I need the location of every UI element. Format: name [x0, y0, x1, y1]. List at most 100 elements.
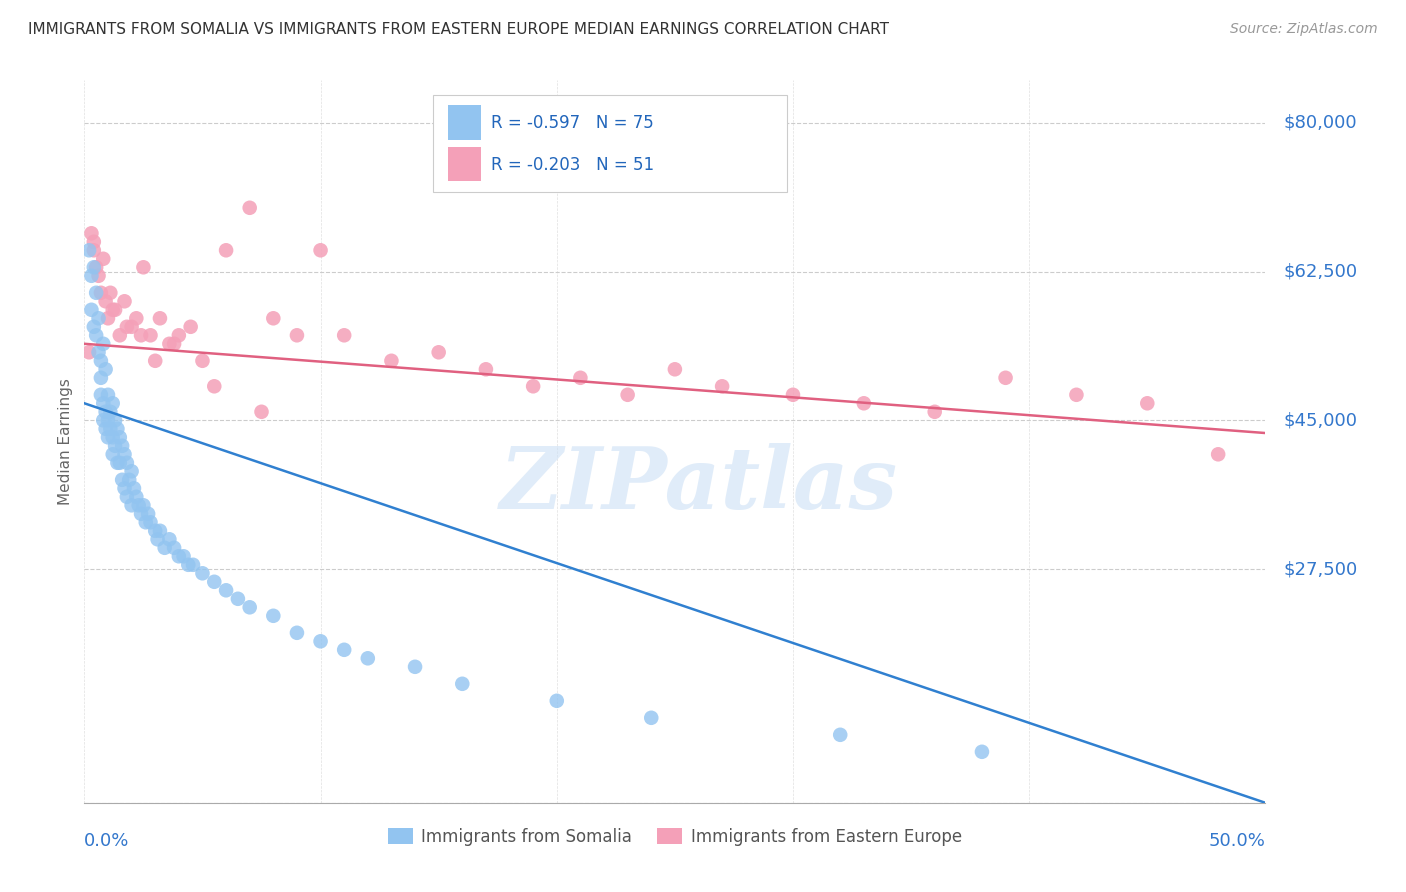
Point [309, 634, 332, 648]
Text: $45,000: $45,000 [1284, 411, 1357, 429]
Point [97, 311, 120, 326]
Point [226, 591, 249, 606]
Point [181, 558, 204, 572]
Point [83, 235, 105, 249]
Point [664, 362, 686, 376]
Y-axis label: Median Earnings: Median Earnings [58, 378, 73, 505]
Point [87, 268, 110, 283]
Point [121, 498, 143, 512]
Point [830, 728, 852, 742]
Point [94, 294, 117, 309]
Point [616, 388, 638, 402]
Point [98, 285, 121, 300]
Point [104, 413, 127, 427]
Point [111, 473, 134, 487]
Text: R = -0.597   N = 75: R = -0.597 N = 75 [491, 114, 654, 132]
Point [711, 379, 734, 393]
Point [90, 388, 112, 402]
Point [122, 481, 145, 495]
Point [135, 516, 157, 530]
Point [153, 541, 176, 555]
Point [115, 490, 138, 504]
Point [121, 464, 143, 478]
Point [173, 549, 195, 564]
Point [115, 456, 138, 470]
Point [139, 516, 162, 530]
Point [191, 566, 214, 581]
Point [167, 328, 190, 343]
Point [215, 583, 238, 598]
Point [97, 388, 120, 402]
Point [994, 371, 1017, 385]
Point [239, 201, 262, 215]
Point [83, 260, 105, 275]
Point [970, 745, 993, 759]
Point [87, 345, 110, 359]
Point [83, 319, 105, 334]
Point [404, 660, 426, 674]
Point [118, 473, 141, 487]
Point [132, 260, 155, 275]
Point [84, 328, 107, 343]
Point [94, 362, 117, 376]
Point [101, 447, 124, 461]
Bar [449, 147, 481, 181]
Point [94, 405, 117, 419]
Point [782, 388, 804, 402]
Point [108, 328, 131, 343]
Point [108, 456, 131, 470]
Point [239, 600, 262, 615]
Point [262, 608, 284, 623]
Point [357, 651, 380, 665]
Point [569, 371, 592, 385]
Point [202, 574, 225, 589]
Point [143, 524, 166, 538]
Point [84, 260, 107, 275]
Text: 50.0%: 50.0% [1209, 831, 1265, 850]
Point [90, 285, 112, 300]
Point [285, 625, 308, 640]
Point [180, 319, 202, 334]
Point [475, 362, 498, 376]
Point [114, 447, 136, 461]
Point [149, 524, 172, 538]
Point [121, 319, 143, 334]
Point [80, 302, 103, 317]
Legend: Immigrants from Somalia, Immigrants from Eastern Europe: Immigrants from Somalia, Immigrants from… [381, 821, 969, 852]
Point [101, 430, 124, 444]
Point [132, 498, 155, 512]
Text: $27,500: $27,500 [1284, 560, 1357, 578]
Point [250, 405, 273, 419]
Point [104, 439, 127, 453]
Point [309, 244, 332, 258]
Point [1066, 388, 1088, 402]
Point [129, 507, 152, 521]
Point [107, 456, 129, 470]
Point [98, 405, 121, 419]
Point [380, 353, 402, 368]
Point [94, 422, 117, 436]
Point [427, 345, 450, 359]
Point [114, 294, 136, 309]
Point [139, 328, 162, 343]
Text: $80,000: $80,000 [1284, 114, 1357, 132]
Point [101, 302, 124, 317]
Point [167, 549, 190, 564]
Point [1136, 396, 1159, 410]
Point [215, 244, 238, 258]
Point [128, 498, 150, 512]
Point [852, 396, 875, 410]
Text: R = -0.203   N = 51: R = -0.203 N = 51 [491, 156, 654, 174]
Point [522, 379, 544, 393]
Point [1206, 447, 1229, 461]
Text: Source: ZipAtlas.com: Source: ZipAtlas.com [1230, 22, 1378, 37]
Point [91, 252, 114, 266]
Point [157, 336, 180, 351]
Text: ZIPatlas: ZIPatlas [499, 443, 897, 526]
Text: IMMIGRANTS FROM SOMALIA VS IMMIGRANTS FROM EASTERN EUROPE MEDIAN EARNINGS CORREL: IMMIGRANTS FROM SOMALIA VS IMMIGRANTS FR… [28, 22, 889, 37]
Point [84, 285, 107, 300]
Point [80, 227, 103, 241]
Point [107, 422, 129, 436]
Text: 0.0%: 0.0% [84, 831, 129, 850]
Point [191, 353, 214, 368]
